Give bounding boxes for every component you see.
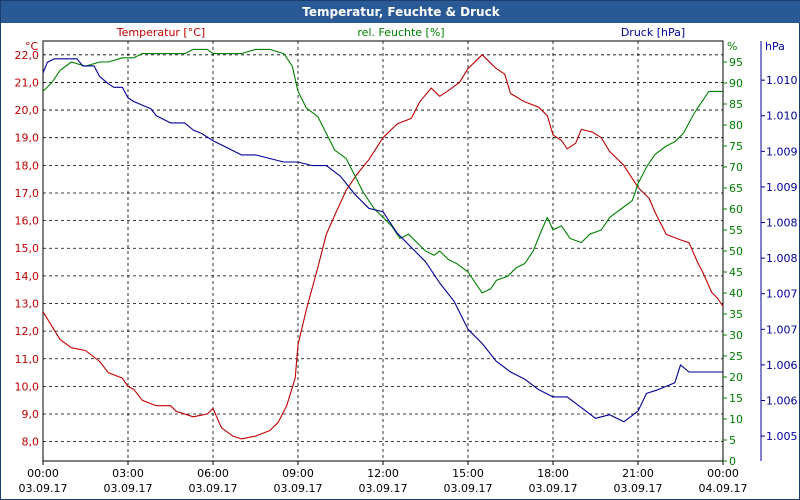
series-line-pressure xyxy=(42,58,723,423)
chart-canvas: 8,0 9,0 10,0 11,0 12,0 13,0 14,0 15,0 16,0 17,0 18… xyxy=(15,26,798,495)
y-temp-tick-label: 14,0 xyxy=(15,270,40,283)
y-hum-tick-label: 15 xyxy=(729,392,743,405)
y-temp-tick-label: 18,0 xyxy=(15,159,40,172)
y-press-tick-label: 1.008 xyxy=(766,217,798,230)
series-line-temperature xyxy=(42,54,724,440)
y-press-tick-label: 1.007 xyxy=(766,288,798,301)
y-press-tick-label: 1.006 xyxy=(766,359,798,372)
y-temp-tick-label: 16,0 xyxy=(15,215,40,228)
y-hum-tick-label: 75 xyxy=(729,140,743,153)
legend-temperature: Temperatur [°C] xyxy=(116,26,205,39)
legend-pressure: Druck [hPa] xyxy=(621,26,685,39)
y-hum-tick-label: 25 xyxy=(729,350,743,363)
x-tick-time: 00:00 xyxy=(707,467,739,480)
y-temp-tick-label: 20,0 xyxy=(15,104,40,117)
y-temp-tick-label: 9,0 xyxy=(22,408,40,421)
y-hum-unit: % xyxy=(727,40,737,53)
y-hum-tick-label: 65 xyxy=(729,182,743,195)
x-tick-date: 03.09.17 xyxy=(529,482,578,495)
y-hum-tick-label: 70 xyxy=(729,161,743,174)
y-hum-tick-label: 45 xyxy=(729,266,743,279)
y-temp-tick-label: 19,0 xyxy=(15,132,40,145)
x-tick-date: 03.09.17 xyxy=(444,482,493,495)
y-hum-tick-label: 30 xyxy=(729,329,743,342)
y-hum-tick-label: 95 xyxy=(729,56,743,69)
x-tick-date: 03.09.17 xyxy=(104,482,153,495)
x-tick-date: 03.09.17 xyxy=(274,482,323,495)
y-press-tick-label: 1.009 xyxy=(766,145,798,158)
y-hum-tick-label: 60 xyxy=(729,203,743,216)
x-tick-date: 03.09.17 xyxy=(19,482,68,495)
y-press-tick-label: 1.010 xyxy=(766,110,798,123)
y-press-tick-label: 1.006 xyxy=(766,394,798,407)
window-title: Temperatur, Feuchte & Druck xyxy=(1,1,800,23)
y-hum-tick-label: 40 xyxy=(729,287,743,300)
y-temp-tick-label: 21,0 xyxy=(15,76,40,89)
x-tick-date: 03.09.17 xyxy=(189,482,238,495)
legend-humidity: rel. Feuchte [%] xyxy=(357,26,444,39)
y-hum-tick-label: 20 xyxy=(729,371,743,384)
y-temp-unit: °C xyxy=(25,40,39,53)
x-tick-date: 03.09.17 xyxy=(614,482,663,495)
y-temp-tick-label: 12,0 xyxy=(15,325,40,338)
x-tick-time: 18:00 xyxy=(537,467,569,480)
y-temp-tick-label: 17,0 xyxy=(15,187,40,200)
y-hum-tick-label: 55 xyxy=(729,224,743,237)
y-temp-tick-label: 15,0 xyxy=(15,242,40,255)
y-press-tick-label: 1.007 xyxy=(766,323,798,336)
y-temp-tick-label: 11,0 xyxy=(15,353,40,366)
y-hum-tick-label: 0 xyxy=(729,455,736,468)
y-press-tick-label: 1.009 xyxy=(766,181,798,194)
x-tick-time: 09:00 xyxy=(282,467,314,480)
x-tick-date: 04.09.17 xyxy=(699,482,748,495)
y-temp-tick-label: 13,0 xyxy=(15,298,40,311)
y-press-tick-label: 1.005 xyxy=(766,430,798,443)
series-line-humidity xyxy=(42,48,723,294)
y-press-tick-label: 1.010 xyxy=(766,74,798,87)
y-press-tick-label: 1.008 xyxy=(766,252,798,265)
y-hum-tick-label: 35 xyxy=(729,308,743,321)
y-temp-tick-label: 8,0 xyxy=(22,436,40,449)
y-press-unit: hPa xyxy=(765,40,785,53)
x-tick-time: 21:00 xyxy=(622,467,654,480)
y-hum-tick-label: 10 xyxy=(729,413,743,426)
x-tick-time: 15:00 xyxy=(452,467,484,480)
x-tick-time: 12:00 xyxy=(367,467,399,480)
y-temp-tick-label: 10,0 xyxy=(15,380,40,393)
x-tick-time: 03:00 xyxy=(112,467,144,480)
y-hum-tick-label: 5 xyxy=(729,434,736,447)
y-hum-tick-label: 90 xyxy=(729,77,743,90)
y-hum-tick-label: 85 xyxy=(729,98,743,111)
x-tick-time: 00:00 xyxy=(27,467,59,480)
x-tick-date: 03.09.17 xyxy=(359,482,408,495)
x-tick-time: 06:00 xyxy=(197,467,229,480)
y-hum-tick-label: 80 xyxy=(729,119,743,132)
y-hum-tick-label: 50 xyxy=(729,245,743,258)
y-temp-tick-label: 22,0 xyxy=(15,49,40,62)
